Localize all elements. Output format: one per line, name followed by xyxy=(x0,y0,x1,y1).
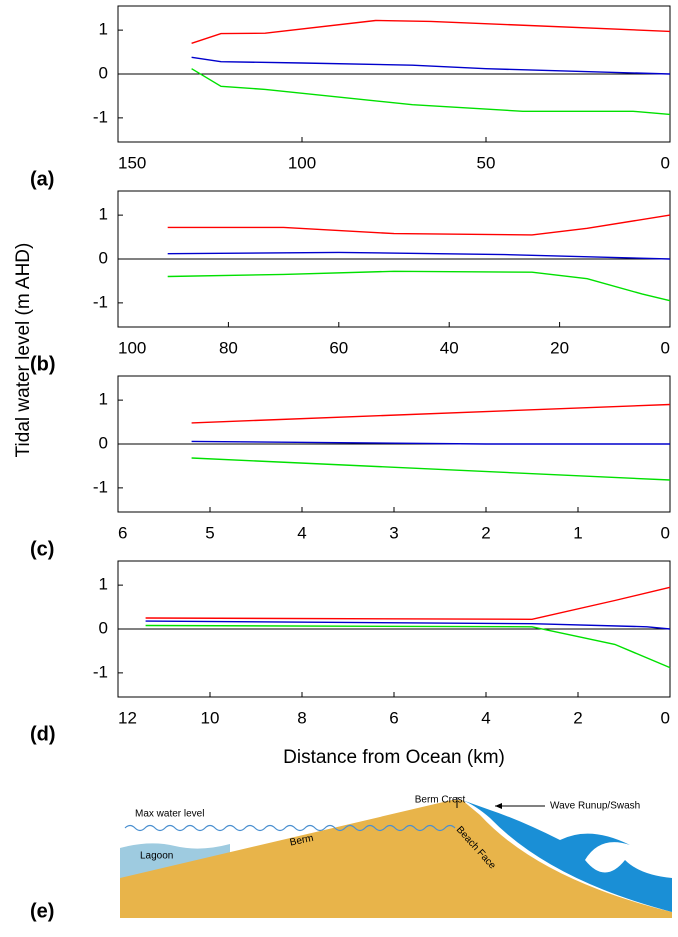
series-line xyxy=(191,68,671,116)
x-tick-label: 12 xyxy=(118,708,137,727)
series-line xyxy=(145,586,671,621)
y-tick-label: -1 xyxy=(93,292,108,311)
panel-label: (d) xyxy=(30,723,56,745)
series-line xyxy=(191,457,671,481)
y-tick-label: 0 xyxy=(99,248,108,267)
y-tick-label: 0 xyxy=(99,618,108,637)
x-tick-label: 6 xyxy=(118,523,127,542)
y-tick-label: 0 xyxy=(99,63,108,82)
y-tick-label: 1 xyxy=(99,205,108,224)
x-tick-label: 150 xyxy=(118,153,146,172)
x-tick-label: 8 xyxy=(297,708,306,727)
diagram-label: Wave Runup/Swash xyxy=(550,801,640,812)
series-line xyxy=(167,270,671,302)
x-tick-label: 100 xyxy=(118,338,146,357)
x-tick-label: 40 xyxy=(440,338,459,357)
x-tick-label: 6 xyxy=(389,708,398,727)
x-tick-label: 10 xyxy=(201,708,220,727)
x-tick-label: 80 xyxy=(219,338,238,357)
y-axis-label: Tidal water level (m AHD) xyxy=(13,243,34,458)
series-line xyxy=(145,624,671,669)
lagoon-water xyxy=(120,843,230,880)
x-tick-label: 3 xyxy=(389,523,398,542)
x-tick-label: 4 xyxy=(481,708,490,727)
diagram-label: Lagoon xyxy=(140,851,173,862)
y-tick-label: 1 xyxy=(99,390,108,409)
diagram-label: Berm xyxy=(289,833,315,849)
panel-label: (c) xyxy=(30,538,54,560)
panel-label: (a) xyxy=(30,168,54,190)
arrow-head xyxy=(495,803,502,809)
y-tick-label: 1 xyxy=(99,20,108,39)
series-line xyxy=(167,214,671,236)
x-tick-label: 2 xyxy=(481,523,490,542)
series-line xyxy=(167,251,671,260)
series-line xyxy=(145,620,671,630)
y-tick-label: -1 xyxy=(93,477,108,496)
x-tick-label: 2 xyxy=(573,708,582,727)
diagram-label: Max water level xyxy=(135,809,204,820)
x-tick-label: 100 xyxy=(288,153,316,172)
x-tick-label: 0 xyxy=(661,153,670,172)
panel-label: (b) xyxy=(30,353,56,375)
x-axis-label: Distance from Ocean (km) xyxy=(283,747,505,768)
x-tick-label: 1 xyxy=(573,523,582,542)
series-line xyxy=(191,440,670,445)
sand xyxy=(120,800,672,918)
x-tick-label: 0 xyxy=(661,523,670,542)
x-tick-label: 50 xyxy=(477,153,496,172)
max-water-line xyxy=(124,824,456,832)
ocean xyxy=(462,800,672,912)
series-line xyxy=(191,19,671,44)
panel-label: (e) xyxy=(30,900,54,922)
x-tick-label: 0 xyxy=(661,708,670,727)
y-tick-label: 1 xyxy=(99,575,108,594)
x-tick-label: 60 xyxy=(329,338,348,357)
diagram: (e) Max water level Berm Crest Wave Runu… xyxy=(30,795,672,922)
diagram-label: Berm Crest xyxy=(415,795,466,806)
y-tick-label: 0 xyxy=(99,433,108,452)
series-line xyxy=(191,56,671,75)
x-tick-label: 20 xyxy=(550,338,569,357)
x-tick-label: 5 xyxy=(205,523,214,542)
series-line xyxy=(191,403,671,424)
x-tick-label: 0 xyxy=(661,338,670,357)
x-tick-label: 4 xyxy=(297,523,306,542)
y-tick-label: -1 xyxy=(93,107,108,126)
y-tick-label: -1 xyxy=(93,662,108,681)
